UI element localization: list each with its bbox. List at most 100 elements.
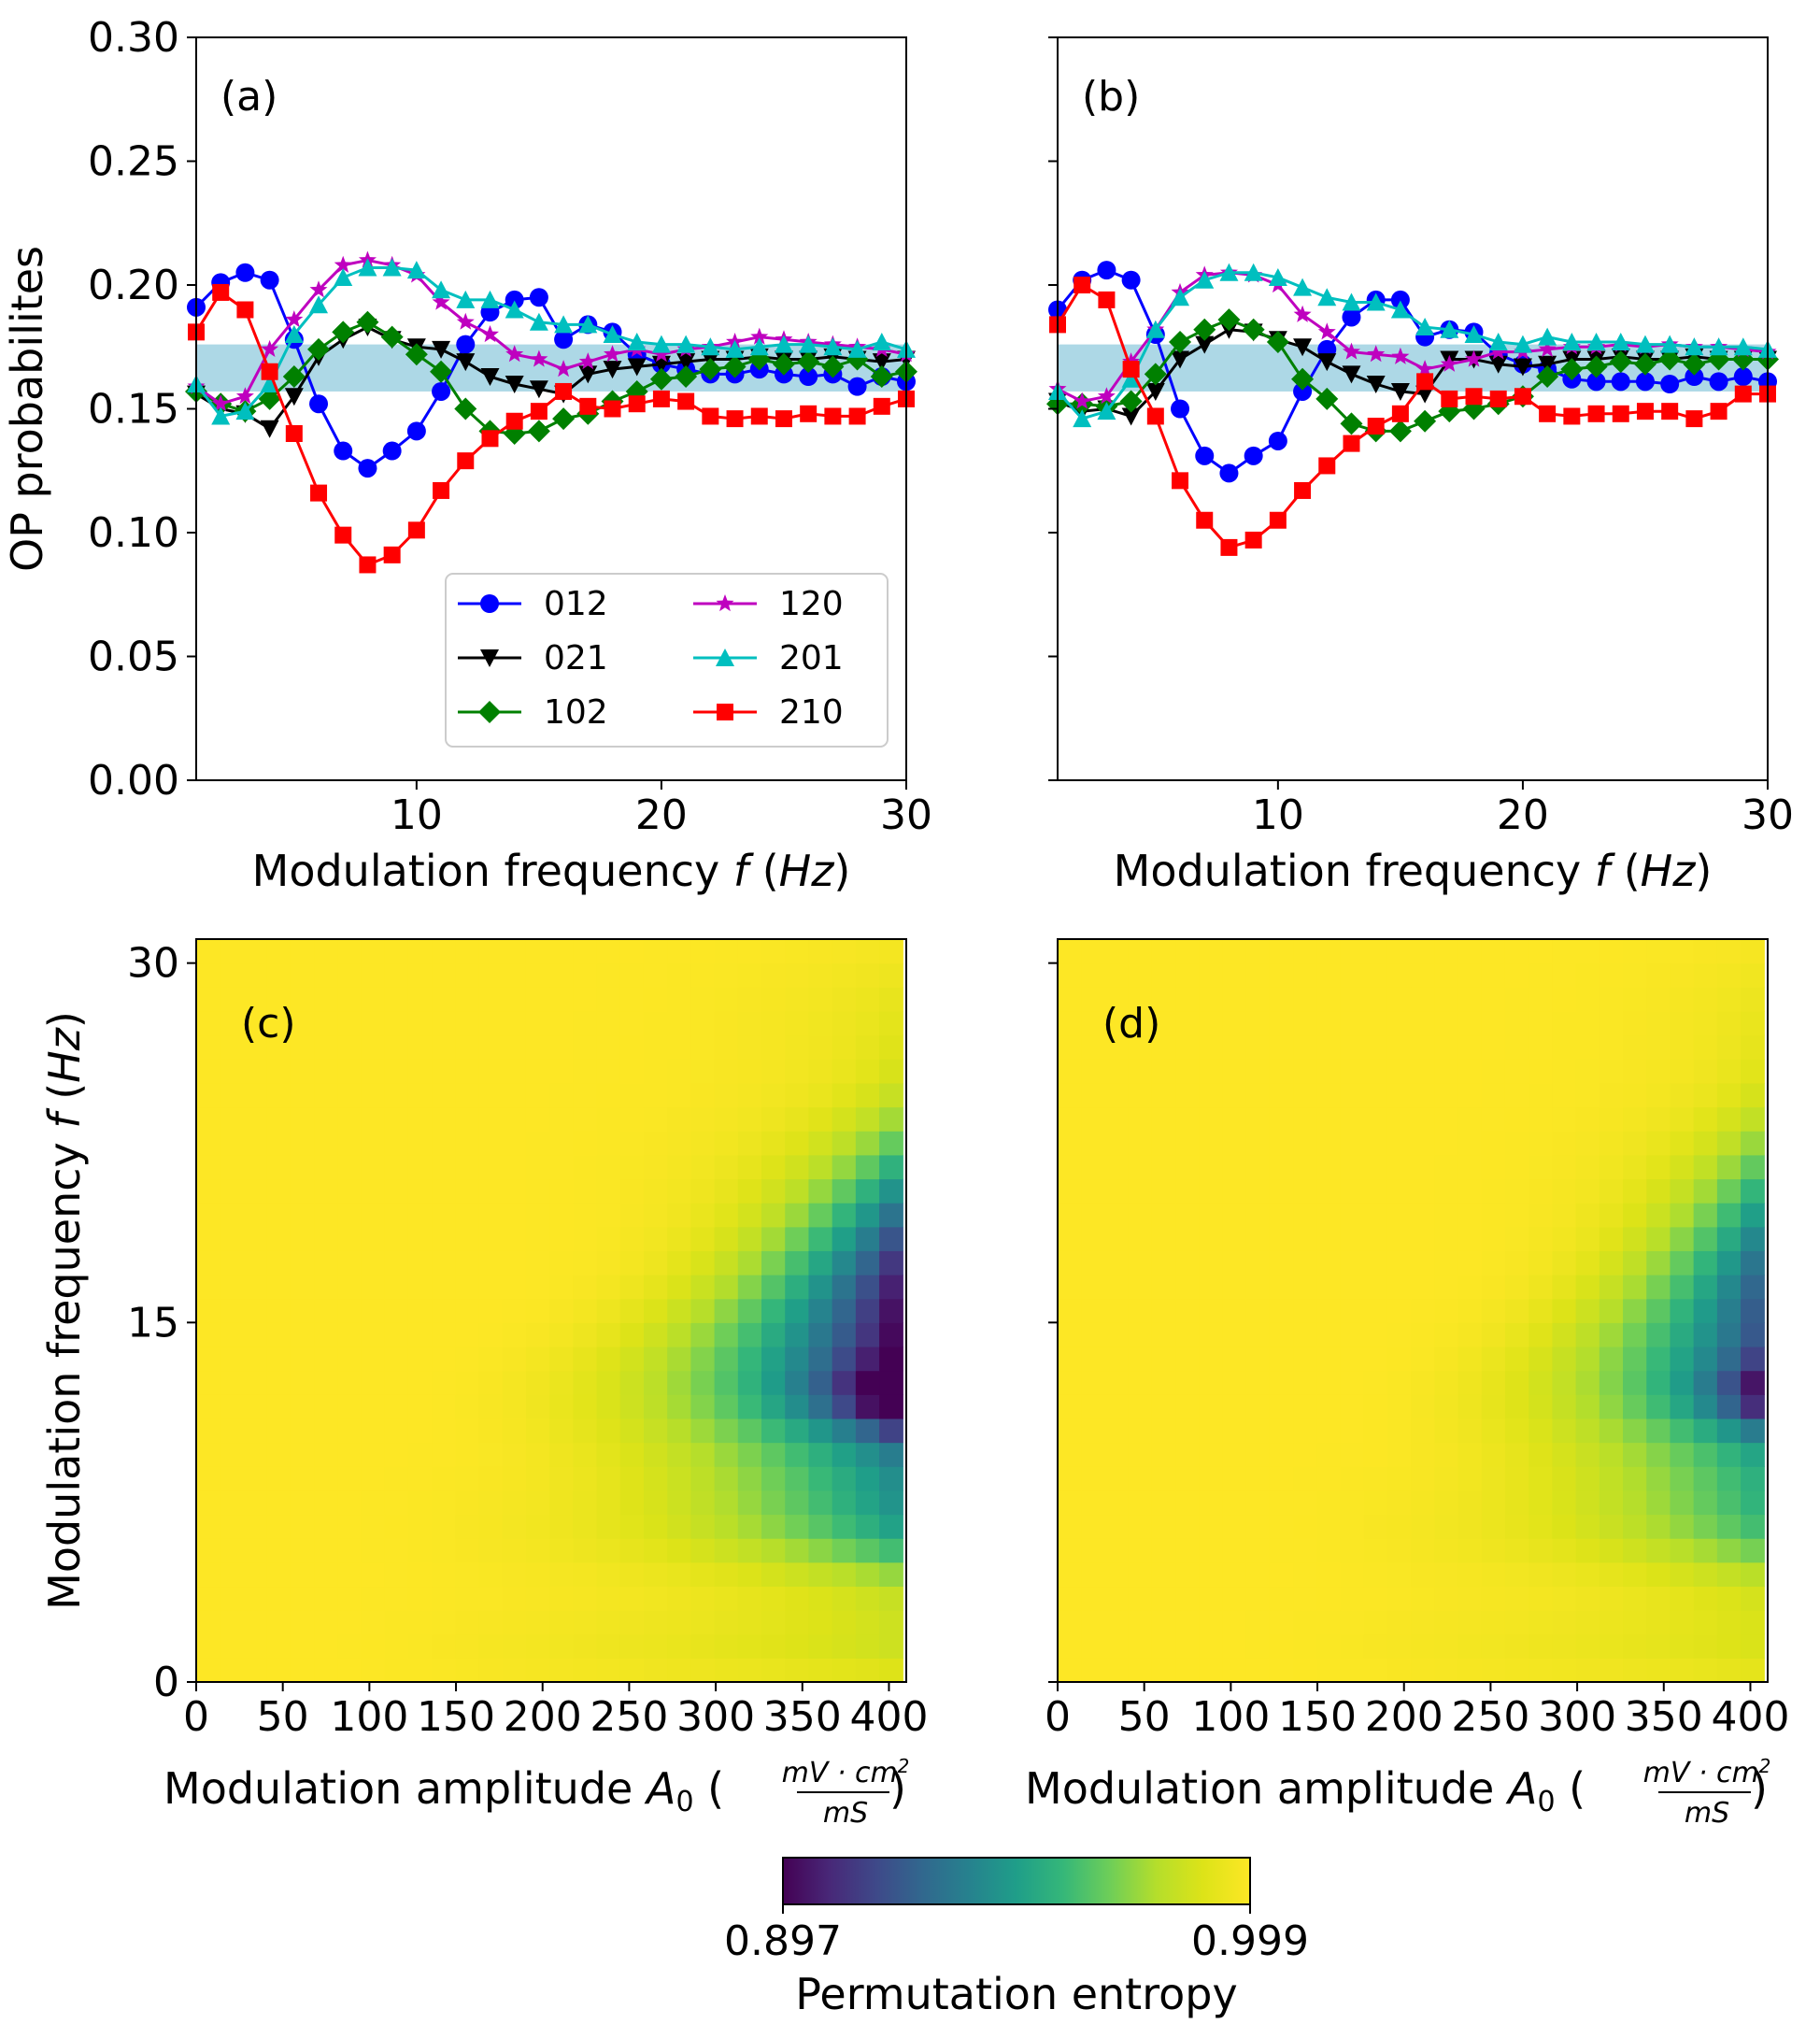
heatmap-cell (1081, 962, 1106, 988)
heatmap-cell (478, 1298, 504, 1323)
data-point-012 (1611, 372, 1630, 392)
heatmap-cell (1552, 1059, 1577, 1084)
heatmap-cell (879, 1418, 903, 1444)
x-tick-label: 300 (1538, 1693, 1616, 1741)
heatmap-cell (220, 987, 245, 1012)
heatmap-cell (455, 1131, 480, 1156)
data-point-102 (307, 337, 331, 361)
heatmap-cell (1245, 1489, 1271, 1516)
heatmap-cell (1552, 1586, 1577, 1611)
heatmap-cell (1245, 1346, 1271, 1372)
heatmap-cell (1199, 1322, 1224, 1347)
heatmap-cell (290, 1466, 315, 1491)
heatmap-cell (361, 1658, 386, 1683)
heatmap-cell (643, 1538, 668, 1563)
heatmap-cell (1457, 1370, 1483, 1395)
heatmap-cell (832, 1442, 857, 1467)
heatmap-cell (1457, 1561, 1483, 1588)
heatmap-cell (1411, 1442, 1435, 1467)
data-point-210 (800, 405, 818, 422)
heatmap-cell (761, 987, 786, 1012)
data-point-201 (1562, 332, 1582, 350)
heatmap-cell (1504, 1059, 1529, 1084)
heatmap-cell (384, 1658, 409, 1683)
heatmap-cell (643, 1034, 668, 1060)
heatmap-cell (619, 1586, 645, 1611)
heatmap-cell (879, 1131, 903, 1156)
panel-label: (b) (1082, 73, 1140, 121)
heatmap-cell (1529, 1658, 1554, 1683)
heatmap-cell (1104, 1489, 1130, 1516)
heatmap-cell (1128, 1082, 1153, 1108)
heatmap-cell (1529, 1250, 1554, 1276)
heatmap-cell (1457, 1466, 1483, 1491)
heatmap-cell (1646, 1059, 1671, 1084)
legend-label: 102 (544, 693, 608, 732)
heatmap-cell (1504, 1418, 1529, 1444)
data-point-210 (334, 526, 352, 544)
data-point-021 (1171, 350, 1190, 369)
heatmap-cell (314, 1010, 338, 1036)
heatmap-cell (478, 1082, 504, 1108)
heatmap-cell (361, 1514, 386, 1539)
heatmap-cell (1481, 1154, 1506, 1180)
heatmap-cell (243, 1106, 268, 1132)
heatmap-cell (266, 1226, 291, 1251)
heatmap-cell (243, 1586, 268, 1611)
heatmap-cell (1575, 1370, 1600, 1395)
heatmap-cell (619, 1203, 645, 1228)
x-axis-label: Modulation amplitude A0 ( ) mV · cm2 mS (1025, 1755, 1770, 1830)
data-point-201 (284, 325, 304, 343)
heatmap-cell (549, 1226, 574, 1251)
heatmap-cell (667, 1010, 692, 1036)
data-point-210 (433, 481, 450, 499)
heatmap-cell (596, 1131, 621, 1156)
heatmap-cell (549, 1442, 574, 1467)
heatmap-cell (384, 1034, 409, 1060)
heatmap-cell (1175, 939, 1200, 964)
heatmap-cell (1552, 1442, 1577, 1467)
heatmap-cell (596, 962, 621, 988)
heatmap-cell (478, 1489, 504, 1516)
heatmap-cell (196, 1154, 220, 1180)
heatmap-cell (1340, 1442, 1365, 1467)
heatmap-cell (243, 1203, 268, 1228)
data-point-210 (1122, 361, 1140, 378)
heatmap-cell (832, 1226, 857, 1251)
heatmap-cell (266, 1346, 291, 1372)
heatmap-cell (643, 1561, 668, 1588)
heatmap-cell (525, 1178, 550, 1204)
heatmap-cell (1151, 1442, 1176, 1467)
data-point-021 (1293, 338, 1313, 357)
heatmap-cell (502, 1394, 527, 1419)
heatmap-cell (714, 1489, 739, 1516)
heatmap-cell (1104, 939, 1130, 964)
data-point-012 (309, 394, 329, 414)
heatmap-cell (1363, 1250, 1388, 1276)
heatmap-cell (808, 1298, 833, 1323)
heatmap-cell (361, 1346, 386, 1372)
heatmap-cell (407, 1346, 433, 1372)
heatmap-cell (1245, 1082, 1271, 1108)
heatmap-cell (243, 1275, 268, 1300)
heatmap-cell (690, 1178, 716, 1204)
data-point-021 (1366, 376, 1386, 393)
heatmap-cell (855, 1466, 880, 1491)
heatmap-cell (667, 1082, 692, 1108)
heatmap-cell (596, 1154, 621, 1180)
heatmap-cell (619, 1538, 645, 1563)
heatmap-cell (1434, 1514, 1459, 1539)
heatmap-cell (1175, 1226, 1200, 1251)
heatmap-cell (525, 1131, 550, 1156)
heatmap-cell (1293, 1250, 1317, 1276)
heatmap-cell (243, 1418, 268, 1444)
heatmap-cell (879, 1394, 903, 1419)
data-point-021 (1513, 358, 1532, 377)
heatmap-cell (619, 1010, 645, 1036)
heatmap-cell (361, 1203, 386, 1228)
heatmap-cell (196, 939, 220, 964)
data-point-201 (1171, 288, 1190, 306)
heatmap-cell (1316, 1154, 1342, 1180)
heatmap-cell (1104, 1178, 1130, 1204)
heatmap-cell (1058, 1466, 1082, 1491)
